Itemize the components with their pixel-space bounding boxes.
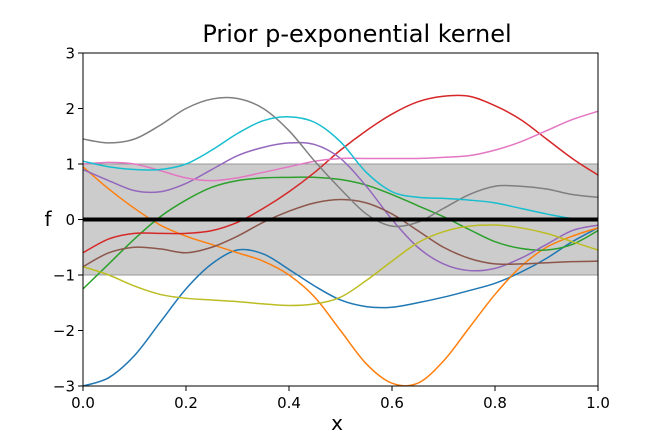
x-tick-label: 0.8: [483, 394, 507, 412]
plot-area: 0.0 0.2 0.4 0.6 0.8 1.0 −3 −2 −1 0 1 2 3: [53, 45, 610, 413]
x-axis-label: x: [331, 411, 343, 435]
series-line-8: [83, 96, 598, 228]
chart-title: Prior p-exponential kernel: [202, 20, 511, 48]
y-axis-label: f: [44, 207, 52, 231]
x-tick-label: 1.0: [586, 394, 610, 412]
y-tick-label: −1: [53, 267, 75, 285]
x-tick-label: 0.0: [71, 394, 95, 412]
x-tick-label: 0.2: [174, 394, 198, 412]
y-tick-label: 0: [65, 211, 75, 229]
x-tick-label: 0.4: [277, 394, 301, 412]
series-line-3: [83, 176, 598, 290]
series-line-4: [83, 94, 598, 254]
y-tick-label: 3: [65, 45, 75, 63]
series-line-1: [83, 227, 598, 386]
y-tick-label: −3: [53, 378, 75, 396]
series-line-9: [83, 224, 598, 307]
x-tick-label: 0.6: [380, 394, 404, 412]
series-line-2: [83, 166, 598, 386]
series-group: [83, 94, 598, 386]
y-tick-label: −2: [53, 322, 75, 340]
series-line-10: [83, 116, 598, 221]
y-tick-label: 1: [65, 156, 75, 174]
y-tick-label: 2: [65, 100, 75, 118]
series-line-7: [83, 110, 598, 182]
series-line-6: [83, 198, 598, 268]
